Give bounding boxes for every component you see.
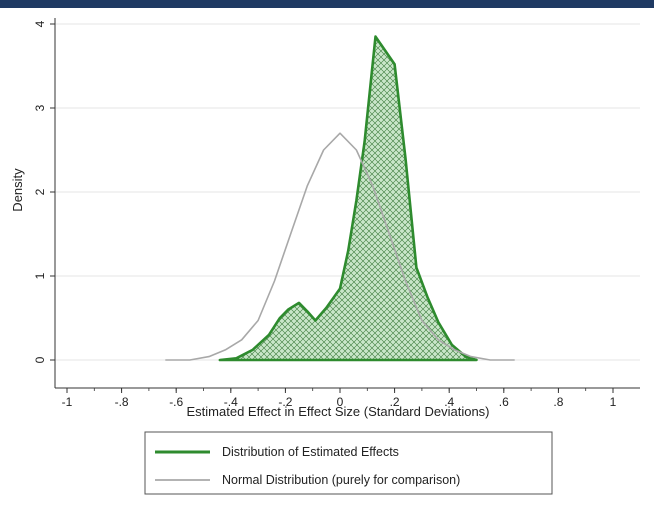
axes xyxy=(54,18,640,389)
x-tick-label-7: .4 xyxy=(444,395,454,409)
x-tick-label-6: .2 xyxy=(390,395,400,409)
legend-label-normal-distribution: Normal Distribution (purely for comparis… xyxy=(222,473,460,487)
x-tick-label-2: -.6 xyxy=(169,395,183,409)
x-tick-label-3: -.4 xyxy=(224,395,238,409)
x-tick-label-0: -1 xyxy=(62,395,73,409)
chart-background xyxy=(0,8,654,515)
y-tick-label-1: 1 xyxy=(33,272,47,279)
x-axis-title: Estimated Effect in Effect Size (Standar… xyxy=(187,404,490,419)
y-tick-label-0: 0 xyxy=(33,356,47,363)
legend: Distribution of Estimated Effects Normal… xyxy=(144,431,553,495)
x-ticks: -1 -.8 -.6 -.4 -.2 0 .2 .4 .6 .8 1 xyxy=(62,388,617,409)
x-tick-label-5: 0 xyxy=(337,395,344,409)
legend-label-estimated-effects: Distribution of Estimated Effects xyxy=(222,445,399,459)
x-tick-label-10: 1 xyxy=(610,395,617,409)
y-tick-label-3: 3 xyxy=(33,104,47,111)
y-ticks: 0 1 2 3 4 xyxy=(33,20,55,363)
series-area-estimated-effects xyxy=(218,35,478,362)
y-axis-title: Density xyxy=(10,168,25,212)
x-tick-label-8: .6 xyxy=(499,395,509,409)
y-tick-label-4: 4 xyxy=(33,20,47,27)
series-line-normal-distribution xyxy=(165,132,515,361)
legend-box xyxy=(144,431,553,495)
x-tick-label-1: -.8 xyxy=(115,395,129,409)
series-layer xyxy=(165,35,515,362)
x-tick-label-9: .8 xyxy=(553,395,563,409)
x-tick-label-4: -.2 xyxy=(278,395,292,409)
top-border-bar xyxy=(0,0,654,8)
y-tick-label-2: 2 xyxy=(33,188,47,195)
